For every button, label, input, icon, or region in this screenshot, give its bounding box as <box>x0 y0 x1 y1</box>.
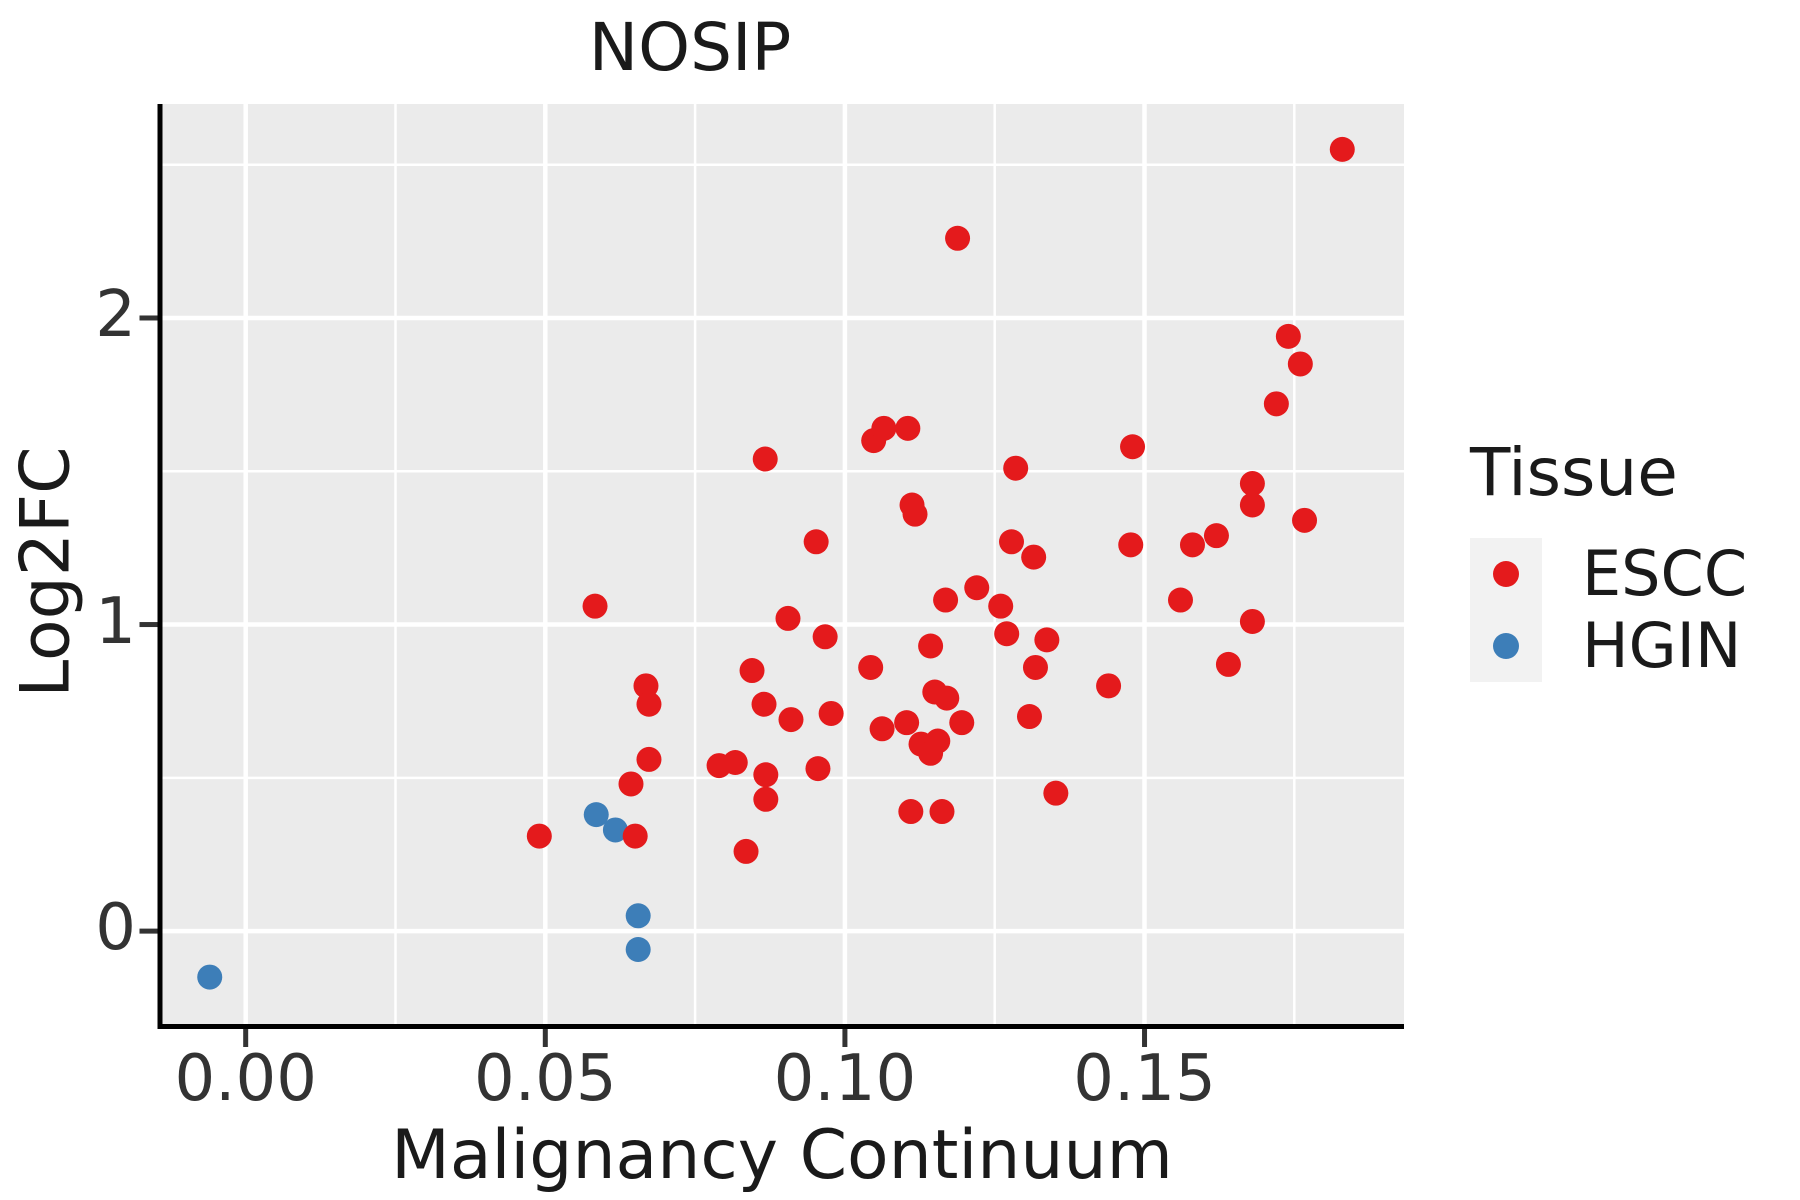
data-point-escc <box>1167 587 1193 613</box>
data-point-escc <box>933 587 959 613</box>
y-tick-label: 1 <box>95 584 136 659</box>
data-point-escc <box>1239 608 1265 634</box>
data-point-escc <box>918 633 944 659</box>
data-point-escc <box>1239 471 1265 497</box>
data-point-escc <box>949 710 975 736</box>
legend-key-hgin <box>1470 610 1542 682</box>
data-point-escc <box>1287 351 1313 377</box>
data-point-escc <box>1120 434 1146 460</box>
data-point-escc <box>818 700 844 726</box>
data-point-escc <box>636 746 662 772</box>
data-point-hgin <box>602 817 628 843</box>
x-tick-mark <box>243 1029 249 1047</box>
data-point-escc <box>618 771 644 797</box>
data-point-escc <box>1021 544 1047 570</box>
x-axis-title: Malignancy Continuum <box>391 1116 1173 1195</box>
data-point-escc <box>526 823 552 849</box>
data-point-escc <box>633 673 659 699</box>
data-point-escc <box>1215 651 1241 677</box>
data-point-escc <box>964 575 990 601</box>
data-point-escc <box>902 501 928 527</box>
y-tick-label: 2 <box>95 277 136 352</box>
data-point-escc <box>988 593 1014 619</box>
hgin-point-icon <box>1493 633 1519 659</box>
data-point-escc <box>582 593 608 619</box>
data-point-escc <box>925 728 951 754</box>
legend-label-hgin: HGIN <box>1582 609 1742 682</box>
data-point-escc <box>894 710 920 736</box>
legend-title: Tissue <box>1470 434 1678 511</box>
data-point-escc <box>1329 136 1355 162</box>
data-point-escc <box>869 716 895 742</box>
x-tick-mark <box>842 1029 848 1047</box>
data-point-hgin <box>197 964 223 990</box>
data-point-escc <box>1292 507 1318 533</box>
escc-point-icon <box>1493 561 1519 587</box>
data-point-escc <box>752 446 778 472</box>
data-point-escc <box>751 691 777 717</box>
y-tick-mark <box>139 622 158 628</box>
data-point-escc <box>733 838 759 864</box>
x-tick-mark <box>542 1029 548 1047</box>
chart-title: NOSIP <box>588 9 792 86</box>
data-point-escc <box>1003 455 1029 481</box>
y-axis-title: Log2FC <box>6 446 86 698</box>
x-tick-label: 0.15 <box>1073 1042 1216 1116</box>
data-point-escc <box>812 624 838 650</box>
data-point-escc <box>994 621 1020 647</box>
x-tick-mark <box>1142 1029 1148 1047</box>
data-point-escc <box>895 415 921 441</box>
legend-item-hgin: HGIN <box>1470 610 1747 682</box>
panel-background <box>160 104 1404 1024</box>
data-point-escc <box>1043 780 1069 806</box>
legend: Tissue ESCC HGIN <box>1470 440 1747 682</box>
legend-label-escc: ESCC <box>1582 537 1748 610</box>
data-point-hgin <box>583 802 609 828</box>
data-point-escc <box>1016 704 1042 730</box>
data-point-escc <box>805 756 831 782</box>
data-point-escc <box>775 605 801 631</box>
data-point-escc <box>622 823 648 849</box>
data-point-escc <box>871 415 897 441</box>
data-point-escc <box>778 707 804 733</box>
x-tick-label: 0.10 <box>773 1042 917 1116</box>
legend-item-escc: ESCC <box>1470 538 1747 610</box>
data-point-escc <box>636 691 662 717</box>
x-tick-label: 0.05 <box>474 1042 617 1116</box>
data-point-escc <box>722 750 748 776</box>
data-point-escc <box>945 225 971 251</box>
data-point-escc <box>753 786 779 812</box>
x-tick-label: 0.00 <box>174 1042 317 1116</box>
data-point-escc <box>999 529 1025 555</box>
data-point-escc <box>1203 523 1229 549</box>
y-tick-label: 0 <box>95 891 136 966</box>
data-point-escc <box>1022 654 1048 680</box>
data-point-hgin <box>625 937 651 963</box>
data-point-escc <box>1179 532 1205 558</box>
data-point-escc <box>1275 323 1301 349</box>
legend-key-escc <box>1470 538 1542 610</box>
data-point-escc <box>1034 627 1060 653</box>
y-tick-mark <box>139 928 158 934</box>
data-point-escc <box>1263 391 1289 417</box>
data-point-escc <box>1096 673 1122 699</box>
x-axis-spine <box>157 1024 1404 1029</box>
data-point-escc <box>803 529 829 555</box>
y-axis-spine <box>157 104 163 1029</box>
data-point-escc <box>753 762 779 788</box>
data-point-escc <box>929 799 955 825</box>
y-tick-mark <box>139 315 158 321</box>
data-point-escc <box>898 799 924 825</box>
data-point-escc <box>1118 532 1144 558</box>
data-point-escc <box>739 658 765 684</box>
data-point-escc <box>858 654 884 680</box>
data-point-escc <box>934 685 960 711</box>
data-point-hgin <box>625 903 651 929</box>
data-point-escc <box>1239 492 1265 518</box>
